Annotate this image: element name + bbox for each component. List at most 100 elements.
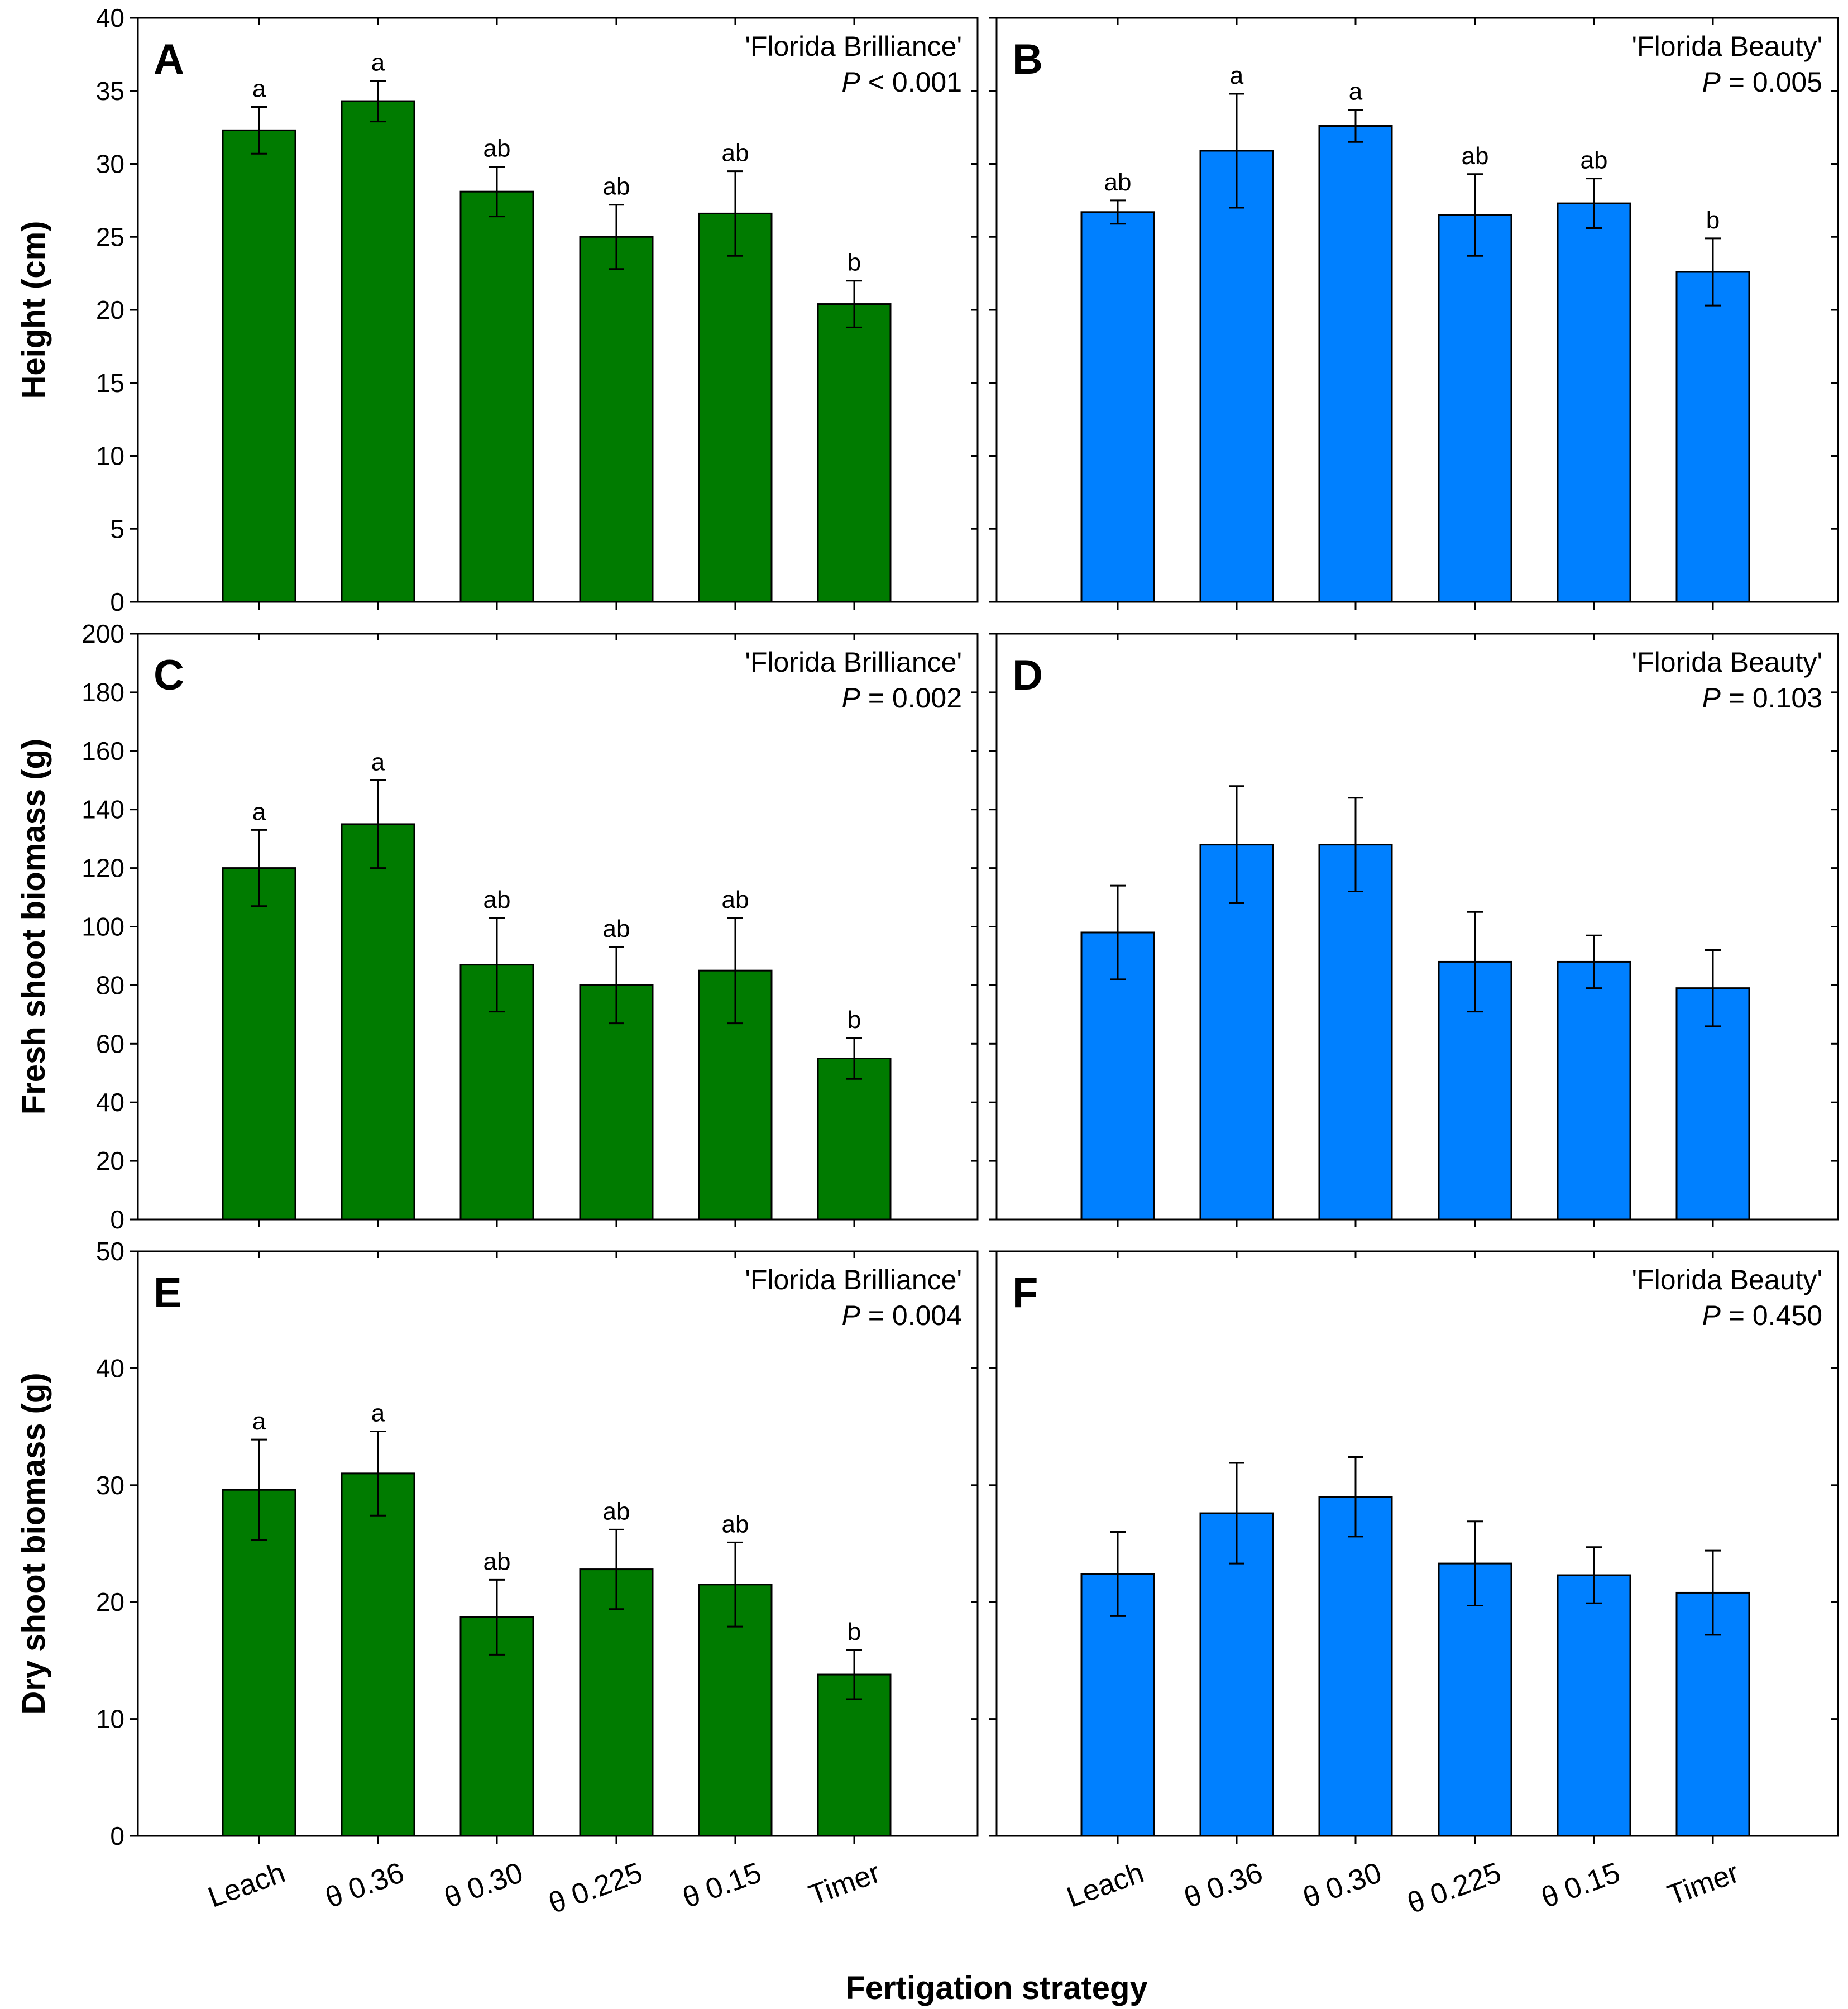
bar xyxy=(1080,1573,1155,1837)
bar xyxy=(1318,125,1393,603)
category-label: Timer xyxy=(805,1857,884,1912)
p-value: P = 0.103 xyxy=(1702,682,1822,714)
bar xyxy=(341,100,415,603)
y-tick-label: 10 xyxy=(96,442,125,471)
significance-letter: a xyxy=(252,1408,266,1435)
bar xyxy=(341,1472,415,1837)
bar xyxy=(1318,844,1393,1221)
panel-b: ab a a ab ab b B 'Florida Beauty' P = 0.005 xyxy=(989,17,1839,610)
category-label: θ 0.36 xyxy=(1180,1857,1267,1915)
bar xyxy=(1080,931,1155,1221)
significance-letter: ab xyxy=(1104,169,1132,196)
bar xyxy=(698,212,773,603)
significance-letter: b xyxy=(848,1006,861,1034)
cultivar-label: 'Florida Brilliance' xyxy=(745,647,962,678)
category-label: Leach xyxy=(204,1857,289,1914)
p-value: P = 0.450 xyxy=(1702,1300,1822,1331)
y-tick-label: 50 xyxy=(96,1237,125,1266)
p-value-text: = 0.002 xyxy=(860,682,962,714)
bar xyxy=(222,867,296,1221)
p-value-text: < 0.001 xyxy=(860,66,962,98)
significance-letter: ab xyxy=(722,140,749,167)
significance-letter: a xyxy=(371,748,385,776)
y-tick-label: 140 xyxy=(82,795,125,824)
category-label: Leach xyxy=(1062,1857,1148,1914)
panel-d: D 'Florida Beauty' P = 0.103 xyxy=(989,633,1839,1227)
significance-letter: ab xyxy=(722,886,749,913)
y-tick-label: 25 xyxy=(96,222,125,251)
category-label: Timer xyxy=(1663,1857,1743,1912)
category-label: θ 0.30 xyxy=(1299,1857,1386,1915)
significance-letter: ab xyxy=(603,915,630,943)
p-value: P = 0.005 xyxy=(1702,66,1822,98)
bar xyxy=(222,1489,296,1837)
panel-letter: F xyxy=(1012,1269,1038,1317)
y-tick-label: 180 xyxy=(82,678,125,707)
bar xyxy=(1675,271,1750,603)
y-tick-label: 35 xyxy=(96,76,125,106)
significance-letter: ab xyxy=(1581,147,1608,174)
panel-letter: C xyxy=(154,652,184,699)
y-tick-label: 40 xyxy=(96,1088,125,1117)
bar xyxy=(817,1673,892,1837)
category-label: θ 0.30 xyxy=(440,1857,527,1915)
significance-letter: ab xyxy=(483,135,511,162)
p-value-text: = 0.005 xyxy=(1721,66,1822,98)
significance-letter: b xyxy=(848,249,861,276)
significance-letter: a xyxy=(371,1399,385,1427)
y-tick-label: 40 xyxy=(96,3,125,32)
panel-c: 0 20 40 60 80 100 120 140 160 180 200 Fresh shoot b… xyxy=(16,619,979,1234)
y-tick-label: 5 xyxy=(110,514,125,543)
panel-a: 0 5 10 15 20 25 30 35 40 Height (cm) a a ab ab ab b A 'Fl… xyxy=(16,3,979,616)
cultivar-label: 'Florida Beauty' xyxy=(1632,647,1822,678)
p-value-text: = 0.004 xyxy=(860,1300,962,1331)
p-value-symbol: P xyxy=(1702,682,1721,714)
panel-letter: A xyxy=(154,36,184,83)
y-tick-label: 120 xyxy=(82,854,125,883)
y-axis-title: Fresh shoot biomass (g) xyxy=(16,739,52,1115)
panel-e: 0 10 20 30 40 50 Dry shoot biomass (g) a Leach a θ… xyxy=(16,1237,979,1920)
p-value: P = 0.004 xyxy=(842,1300,962,1331)
bar xyxy=(1318,1496,1393,1837)
y-tick-label: 20 xyxy=(96,1146,125,1175)
p-value-symbol: P xyxy=(842,1300,861,1331)
y-axis-title: Height (cm) xyxy=(16,221,52,399)
y-tick-label: 0 xyxy=(110,1821,125,1850)
significance-letter: ab xyxy=(483,886,511,913)
significance-letter: ab xyxy=(603,1498,630,1525)
panel-letter: B xyxy=(1012,36,1043,83)
bar xyxy=(341,823,415,1221)
y-tick-label: 200 xyxy=(82,619,125,648)
bar xyxy=(459,190,534,603)
bar xyxy=(817,303,892,603)
y-axis-title: Dry shoot biomass (g) xyxy=(16,1372,52,1714)
significance-letter: a xyxy=(1230,62,1244,89)
significance-letter: ab xyxy=(1462,142,1489,170)
y-tick-label: 80 xyxy=(96,970,125,999)
y-tick-label: 40 xyxy=(96,1353,125,1383)
category-label: θ 0.225 xyxy=(1403,1857,1505,1920)
y-tick-label: 60 xyxy=(96,1029,125,1058)
category-label: θ 0.36 xyxy=(321,1857,408,1915)
bar xyxy=(1199,844,1274,1221)
cultivar-label: 'Florida Beauty' xyxy=(1632,31,1822,62)
significance-letter: ab xyxy=(483,1548,511,1575)
p-value-text: = 0.450 xyxy=(1721,1300,1822,1331)
y-tick-label: 0 xyxy=(110,1205,125,1234)
significance-letter: a xyxy=(1349,78,1363,106)
cultivar-label: 'Florida Beauty' xyxy=(1632,1264,1822,1295)
bar xyxy=(579,236,654,603)
panel-f: Leach θ 0.36 θ 0.30 θ 0.225 θ 0.15 Timer F 'Flo… xyxy=(989,1250,1839,1920)
panel-letter: E xyxy=(154,1269,182,1317)
p-value-symbol: P xyxy=(842,682,861,714)
significance-letter: a xyxy=(371,49,385,76)
bar xyxy=(1199,150,1274,603)
category-label: θ 0.225 xyxy=(544,1857,647,1920)
p-value-symbol: P xyxy=(842,66,861,98)
significance-letter: a xyxy=(252,798,266,825)
bar xyxy=(222,129,296,603)
panel-f-frame xyxy=(995,1250,1839,1837)
y-tick-label: 100 xyxy=(82,912,125,941)
cultivar-label: 'Florida Brilliance' xyxy=(745,1264,962,1295)
